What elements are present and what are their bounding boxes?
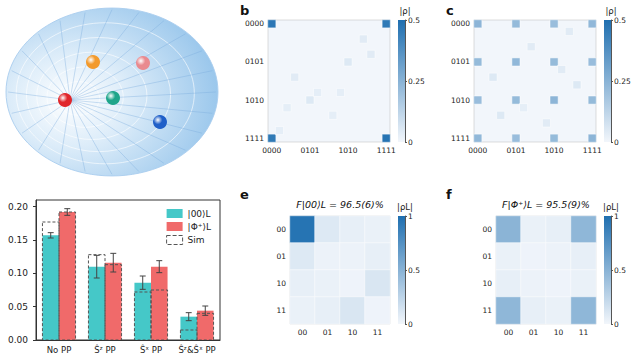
svg-text:1010: 1010 — [245, 96, 264, 105]
svg-text:00: 00 — [504, 328, 514, 337]
svg-text:0.5: 0.5 — [408, 266, 420, 275]
svg-text:1010: 1010 — [339, 146, 358, 155]
svg-text:0000: 0000 — [262, 146, 281, 155]
svg-text:0: 0 — [614, 138, 619, 147]
svg-text:|ρL|: |ρL| — [397, 202, 413, 212]
svg-text:0.00: 0.00 — [8, 335, 28, 345]
svg-text:|ρ|: |ρ| — [605, 6, 616, 16]
svg-text:No PP: No PP — [47, 345, 72, 355]
svg-text:Sim: Sim — [188, 235, 205, 245]
svg-text:0: 0 — [408, 138, 413, 147]
svg-text:|ρ|: |ρ| — [399, 6, 410, 16]
svg-text:0101: 0101 — [300, 146, 319, 155]
svg-text:11: 11 — [373, 328, 383, 337]
svg-text:00: 00 — [298, 328, 308, 337]
svg-text:Ŝˣ PP: Ŝˣ PP — [140, 344, 162, 355]
svg-text:F|Φ⁺⟩L = 95.5(9)%: F|Φ⁺⟩L = 95.5(9)% — [502, 199, 590, 210]
svg-text:0.10: 0.10 — [8, 268, 28, 278]
svg-text:|Φ⁺⟩L: |Φ⁺⟩L — [188, 222, 211, 232]
svg-text:0.05: 0.05 — [8, 302, 28, 312]
svg-text:0.20: 0.20 — [8, 202, 28, 212]
svg-text:Ŝᶻ&Ŝˣ PP: Ŝᶻ&Ŝˣ PP — [178, 344, 215, 355]
svg-text:10: 10 — [276, 279, 286, 288]
svg-text:01: 01 — [482, 252, 492, 261]
svg-text:0101: 0101 — [506, 146, 525, 155]
svg-text:f: f — [446, 187, 452, 202]
svg-text:0101: 0101 — [451, 57, 470, 66]
svg-text:1111: 1111 — [377, 146, 396, 155]
svg-text:0: 0 — [408, 320, 413, 329]
svg-text:0.15: 0.15 — [8, 235, 28, 245]
svg-text:c: c — [446, 3, 454, 18]
svg-text:00: 00 — [482, 225, 492, 234]
svg-text:0.25: 0.25 — [614, 77, 631, 86]
svg-text:F|00⟩L = 96.5(6)%: F|00⟩L = 96.5(6)% — [296, 199, 383, 210]
svg-text:0000: 0000 — [245, 19, 264, 28]
svg-text:01: 01 — [323, 328, 333, 337]
svg-text:b: b — [240, 3, 249, 18]
svg-text:e: e — [240, 187, 249, 202]
svg-text:1111: 1111 — [245, 134, 264, 143]
svg-text:0000: 0000 — [468, 146, 487, 155]
svg-text:0: 0 — [614, 320, 619, 329]
svg-text:00: 00 — [276, 225, 286, 234]
svg-text:10: 10 — [348, 328, 358, 337]
svg-text:1111: 1111 — [451, 134, 470, 143]
svg-text:11: 11 — [276, 306, 286, 315]
svg-text:1010: 1010 — [545, 146, 564, 155]
svg-text:11: 11 — [482, 306, 492, 315]
svg-text:01: 01 — [529, 328, 539, 337]
svg-text:1: 1 — [614, 212, 619, 221]
svg-text:1: 1 — [408, 212, 413, 221]
svg-text:1111: 1111 — [583, 146, 602, 155]
svg-text:01: 01 — [276, 252, 286, 261]
svg-text:0.25: 0.25 — [408, 77, 425, 86]
svg-text:11: 11 — [579, 328, 589, 337]
svg-text:|ρL|: |ρL| — [603, 202, 619, 212]
svg-text:0.5: 0.5 — [614, 16, 626, 25]
svg-text:0000: 0000 — [451, 19, 470, 28]
svg-text:1010: 1010 — [451, 96, 470, 105]
svg-text:10: 10 — [554, 328, 564, 337]
svg-text:|00⟩L: |00⟩L — [188, 209, 211, 219]
svg-text:0.5: 0.5 — [408, 16, 420, 25]
svg-text:10: 10 — [482, 279, 492, 288]
svg-text:0.5: 0.5 — [614, 266, 626, 275]
svg-text:Ŝᶻ PP: Ŝᶻ PP — [94, 344, 115, 355]
svg-text:0101: 0101 — [245, 57, 264, 66]
